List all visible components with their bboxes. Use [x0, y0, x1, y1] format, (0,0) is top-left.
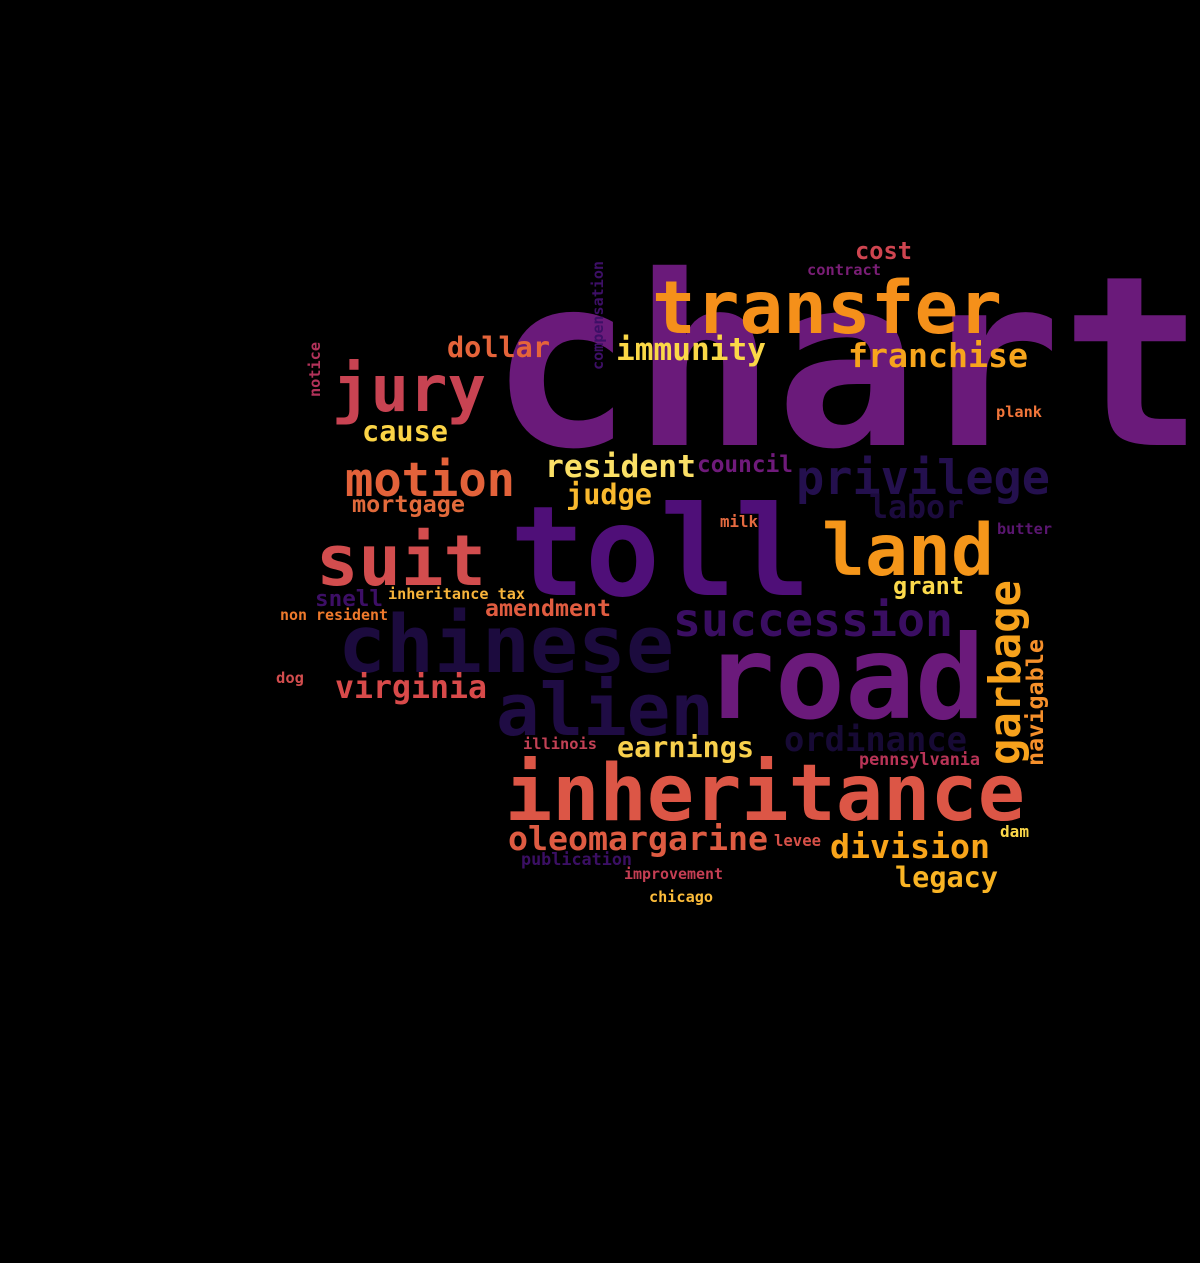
word-inheritance: inheritance	[505, 747, 1025, 839]
word-dam: dam	[1000, 822, 1029, 841]
word-milk: milk	[720, 512, 758, 531]
word-suit: suit	[316, 519, 486, 602]
word-council: council	[697, 452, 793, 478]
word-pennsylvania: pennsylvania	[859, 749, 980, 769]
word-publication: publication	[521, 849, 632, 869]
word-earnings: earnings	[617, 731, 754, 764]
word-division: division	[830, 827, 990, 866]
word-garbage: garbage	[980, 580, 1031, 765]
word-oleomargarine: oleomargarine	[508, 819, 768, 858]
word-dollar: dollar	[447, 331, 550, 364]
word-succession: succession	[673, 593, 953, 647]
word-navigable: navigable	[1021, 639, 1049, 766]
word-illinois: illinois	[523, 735, 597, 753]
word-transfer: transfer	[652, 267, 1002, 351]
word-butter: butter	[997, 520, 1052, 538]
word-inheritance-tax: inheritance tax	[388, 585, 525, 603]
word-plank: plank	[996, 403, 1042, 421]
word-road: road	[705, 611, 985, 746]
word-legacy: legacy	[895, 861, 998, 894]
word-franchise: franchise	[848, 336, 1028, 375]
word-cost: cost	[855, 237, 912, 265]
word-contract: contract	[807, 261, 881, 279]
word-mortgage: mortgage	[352, 490, 465, 518]
word-improvement: improvement	[624, 865, 723, 883]
word-alien: alien	[496, 669, 714, 753]
word-privilege: privilege	[796, 451, 1050, 506]
word-charter: charter	[490, 225, 1200, 501]
word-levee: levee	[774, 832, 821, 850]
word-judge: judge	[566, 477, 652, 511]
word-non-resident: non resident	[280, 606, 388, 624]
word-motion: motion	[345, 453, 515, 508]
word-cause: cause	[362, 414, 448, 448]
word-immunity: immunity	[616, 332, 766, 368]
word-resident: resident	[545, 449, 696, 485]
word-jury: jury	[332, 353, 486, 427]
word-compensation: compensation	[589, 261, 607, 370]
word-chicago: chicago	[649, 888, 713, 906]
word-chinese: chinese	[338, 598, 674, 691]
word-amendment: amendment	[485, 595, 611, 622]
word-labor: labor	[869, 490, 964, 526]
word-virginia: virginia	[335, 670, 487, 706]
word-dog: dog	[276, 669, 304, 687]
word-ordinance: ordinance	[784, 720, 967, 759]
word-land: land	[822, 509, 994, 592]
word-toll: toll	[510, 480, 810, 625]
word-grant: grant	[893, 572, 964, 600]
word-snell: snell	[315, 586, 383, 612]
word-notice: notice	[306, 342, 324, 397]
